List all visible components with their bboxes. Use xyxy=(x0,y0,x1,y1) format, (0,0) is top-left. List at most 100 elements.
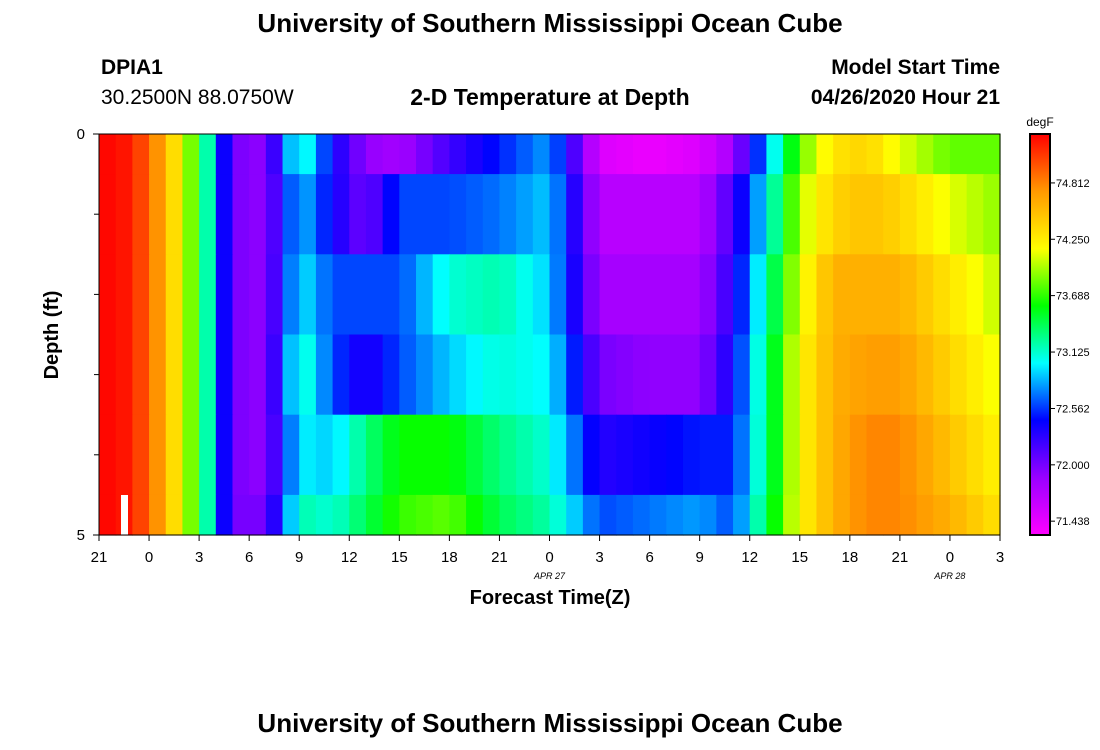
heatmap-cell xyxy=(182,254,200,336)
heatmap-cell xyxy=(649,494,667,536)
heatmap-cell xyxy=(432,494,450,536)
heatmap-cell xyxy=(783,414,801,496)
heatmap-cell xyxy=(382,494,400,536)
heatmap-cell xyxy=(799,494,818,536)
heatmap-cell xyxy=(432,334,450,416)
heatmap-cell xyxy=(899,414,918,496)
heatmap-cell xyxy=(265,334,284,416)
heatmap-cell xyxy=(966,414,984,496)
heatmap-cell xyxy=(649,334,667,416)
heatmap-cell xyxy=(449,174,467,255)
heatmap-cell xyxy=(349,174,367,255)
heatmap-cell xyxy=(466,174,484,255)
heatmap-cell xyxy=(399,254,417,336)
heatmap-cell xyxy=(249,174,267,255)
heatmap-cell xyxy=(949,254,968,336)
heatmap-cell xyxy=(149,174,167,255)
heatmap-cell xyxy=(816,174,834,255)
heatmap-cell xyxy=(315,334,334,416)
heatmap-cell xyxy=(566,254,584,336)
heatmap-cell xyxy=(299,494,317,536)
heatmap-cell xyxy=(299,254,317,336)
heatmap-cell xyxy=(599,254,617,336)
heatmap-cell xyxy=(749,494,768,536)
heatmap-cell xyxy=(532,334,551,416)
heatmap-cell xyxy=(215,134,234,175)
heatmap-cell xyxy=(733,414,751,496)
heatmap-cell xyxy=(499,334,517,416)
heatmap-cell xyxy=(382,414,400,496)
heatmap-cell xyxy=(365,494,384,536)
heatmap-cell xyxy=(966,494,984,536)
heatmap-cell xyxy=(616,134,634,175)
heatmap-cell xyxy=(149,494,167,536)
heatmap-cell xyxy=(883,134,901,175)
heatmap-cell xyxy=(983,134,1001,175)
heatmap-cell xyxy=(382,174,400,255)
heatmap-cell xyxy=(532,494,551,536)
heatmap-cell xyxy=(799,254,818,336)
heatmap-cell xyxy=(849,414,868,496)
heatmap-cell xyxy=(432,254,450,336)
heatmap-cell xyxy=(866,494,884,536)
heatmap-cell xyxy=(933,494,951,536)
heatmap-cell xyxy=(866,174,884,255)
heatmap-cell xyxy=(466,134,484,175)
model-start-value: 04/26/2020 Hour 21 xyxy=(810,86,1000,109)
heatmap-cell xyxy=(349,334,367,416)
heatmap-cell xyxy=(666,334,684,416)
heatmap-cell xyxy=(115,414,133,496)
heatmap-cell xyxy=(516,494,534,536)
heatmap-cell xyxy=(866,134,884,175)
heatmap-cell xyxy=(516,134,534,175)
heatmap-cell xyxy=(949,414,968,496)
heatmap-cell xyxy=(382,254,400,336)
x-axis-label: Forecast Time(Z) xyxy=(470,587,631,609)
heatmap-cell xyxy=(766,414,784,496)
heatmap-cell xyxy=(966,134,984,175)
heatmap-cell xyxy=(949,334,968,416)
heatmap-cell xyxy=(232,174,250,255)
heatmap-cell xyxy=(132,134,150,175)
y-axis-label: Depth (ft) xyxy=(41,291,63,380)
colorbar-tick-label: 74.812 xyxy=(1056,178,1090,190)
heatmap-cell xyxy=(616,254,634,336)
heatmap-cell xyxy=(99,334,117,416)
heatmap-cell xyxy=(582,414,601,496)
heatmap-cell xyxy=(482,414,501,496)
heatmap-cell xyxy=(349,254,367,336)
heatmap-cell xyxy=(215,494,234,536)
heatmap-cell xyxy=(849,254,868,336)
heatmap-cell xyxy=(766,334,784,416)
heatmap-cell xyxy=(165,174,184,255)
heatmap-cell xyxy=(499,134,517,175)
heatmap-cell xyxy=(632,134,651,175)
heatmap-cell xyxy=(632,334,651,416)
heatmap-cell xyxy=(332,254,350,336)
heatmap-cell xyxy=(149,134,167,175)
heatmap-cell xyxy=(849,134,868,175)
heatmap-cell xyxy=(282,414,300,496)
heatmap-cell xyxy=(349,414,367,496)
heatmap-cell xyxy=(716,334,734,416)
heatmap-cell xyxy=(599,414,617,496)
heatmap-cell xyxy=(549,334,567,416)
heatmap-cell xyxy=(582,134,601,175)
heatmap-cell xyxy=(299,334,317,416)
heatmap-cell xyxy=(883,494,901,536)
x-tick-label: 6 xyxy=(245,549,253,566)
heatmap-cell xyxy=(966,174,984,255)
heatmap-cell xyxy=(232,414,250,496)
colorbar-tick-label: 74.250 xyxy=(1056,234,1090,246)
heatmap-cell xyxy=(949,134,968,175)
x-tick-label: 3 xyxy=(195,549,203,566)
heatmap-cell xyxy=(899,494,918,536)
model-start-label: Model Start Time xyxy=(831,56,1000,79)
heatmap-cell xyxy=(749,414,768,496)
heatmap-cell xyxy=(716,254,734,336)
colorbar-tick-label: 72.000 xyxy=(1056,460,1090,472)
heatmap-cell xyxy=(899,334,918,416)
heatmap-cell xyxy=(599,174,617,255)
heatmap-cell xyxy=(632,414,651,496)
